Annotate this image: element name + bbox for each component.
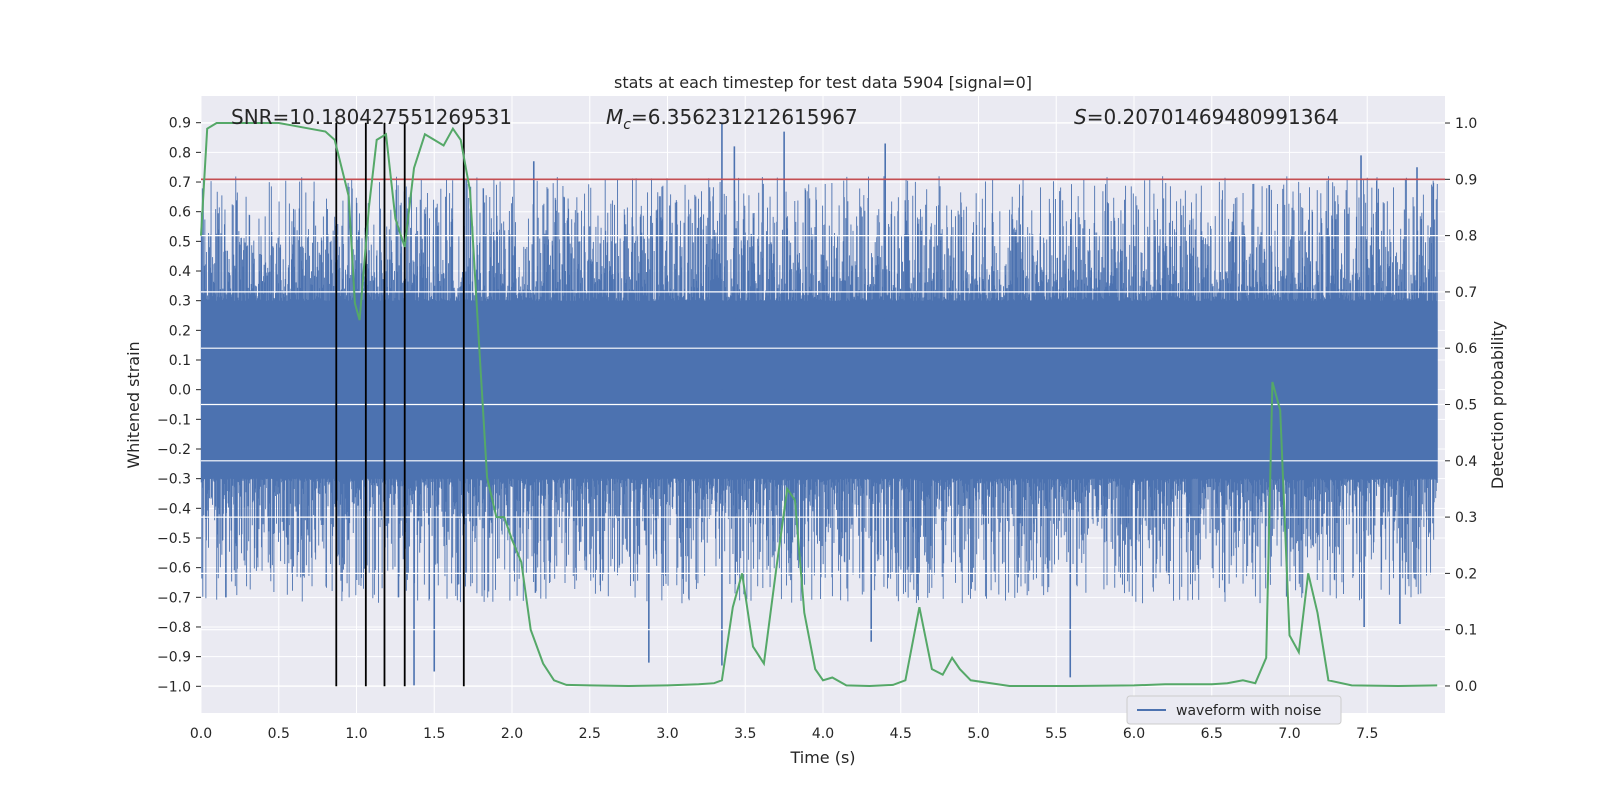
x-tick-label: 4.0: [812, 726, 834, 742]
y-left-tick-label: 0.4: [169, 264, 191, 280]
y-left-tick-label: 0.8: [169, 145, 191, 161]
y-left-tick-label: 0.2: [169, 323, 191, 339]
y-left-tick-label: 0.9: [169, 116, 191, 132]
y-left-tick-label: −0.5: [157, 531, 191, 547]
y-left-axis-ticks: 0.9 0.8 0.7 0.6 0.5 0.4 0.3 0.2 0.1 0.0 −0.1 −0.2 −0…: [157, 116, 201, 695]
x-axis-label: Time (s): [789, 748, 855, 767]
y-left-tick-label: −1.0: [157, 679, 191, 695]
y-left-axis-label: Whitened strain: [124, 341, 143, 468]
y-right-tick-label: 0.7: [1455, 285, 1477, 301]
y-left-tick-label: 0.3: [169, 294, 191, 310]
legend-label: waveform with noise: [1176, 703, 1321, 719]
snr-annotation: SNR=10.180427551269531: [231, 105, 512, 129]
y-left-tick-label: −0.2: [157, 442, 191, 458]
y-right-tick-label: 0.3: [1455, 510, 1477, 526]
y-left-tick-label: −0.4: [157, 501, 191, 517]
waveform-core: [201, 318, 1438, 461]
y-right-axis-label: Detection probability: [1488, 321, 1507, 489]
y-left-tick-label: 0.1: [169, 353, 191, 369]
y-left-tick-label: 0.0: [169, 383, 191, 399]
y-right-tick-label: 0.8: [1455, 229, 1477, 245]
x-tick-label: 1.0: [345, 726, 367, 742]
y-right-tick-label: 0.0: [1455, 679, 1477, 695]
x-tick-label: 0.5: [268, 726, 290, 742]
x-tick-label: 3.5: [734, 726, 756, 742]
y-right-tick-label: 0.6: [1455, 341, 1477, 357]
x-tick-label: 4.5: [890, 726, 912, 742]
y-right-tick-label: 0.1: [1455, 623, 1477, 639]
probability-line: [200, 122, 1438, 688]
probability-series: [200, 122, 1438, 688]
event-markers: [335, 122, 465, 687]
y-right-tick-label: 1.0: [1455, 116, 1477, 132]
y-right-tick-label: 0.9: [1455, 172, 1477, 188]
threshold-line-group: [201, 122, 1445, 687]
x-tick-label: 5.5: [1045, 726, 1067, 742]
y-left-tick-label: −0.7: [157, 590, 191, 606]
x-tick-label: 2.0: [501, 726, 523, 742]
x-axis-ticks: 0.0 0.5 1.0 1.5 2.0 2.5 3.0 3.5 4.0 4.5 5.0 5.5 6.0 6…: [190, 726, 1379, 742]
x-tick-label: 0.0: [190, 726, 212, 742]
x-tick-label: 5.0: [967, 726, 989, 742]
legend: waveform with noise: [1126, 695, 1342, 725]
y-left-tick-label: −0.9: [157, 650, 191, 666]
y-left-tick-label: 0.6: [169, 205, 191, 221]
x-tick-label: 7.0: [1278, 726, 1300, 742]
x-tick-label: 2.5: [579, 726, 601, 742]
legend-box: [1126, 695, 1342, 725]
waveform-series: [200, 122, 1438, 687]
y-left-tick-label: −0.1: [157, 412, 191, 428]
y-right-axis-ticks: 1.0 0.9 0.8 0.7 0.6 0.5 0.4 0.3 0.2 0.1 0.0: [1445, 116, 1477, 695]
s-annotation: S=0.20701469480991364: [1074, 105, 1339, 129]
y-left-tick-label: −0.6: [157, 561, 191, 577]
y-left-tick-label: −0.8: [157, 620, 191, 636]
y-left-tick-label: −0.3: [157, 472, 191, 488]
x-tick-label: 1.5: [423, 726, 445, 742]
x-tick-label: 6.5: [1201, 726, 1223, 742]
y-left-tick-label: 0.7: [169, 175, 191, 191]
x-tick-label: 7.5: [1356, 726, 1378, 742]
x-tick-label: 6.0: [1123, 726, 1145, 742]
x-tick-label: 3.0: [656, 726, 678, 742]
y-right-tick-label: 0.5: [1455, 398, 1477, 414]
y-right-tick-label: 0.4: [1455, 454, 1477, 470]
y-right-tick-label: 0.2: [1455, 566, 1477, 582]
chart-title: stats at each timestep for test data 590…: [614, 73, 1032, 92]
chirp-mass-annotation: Mc=6.356231212615967: [606, 105, 858, 133]
y-left-tick-label: 0.5: [169, 234, 191, 250]
